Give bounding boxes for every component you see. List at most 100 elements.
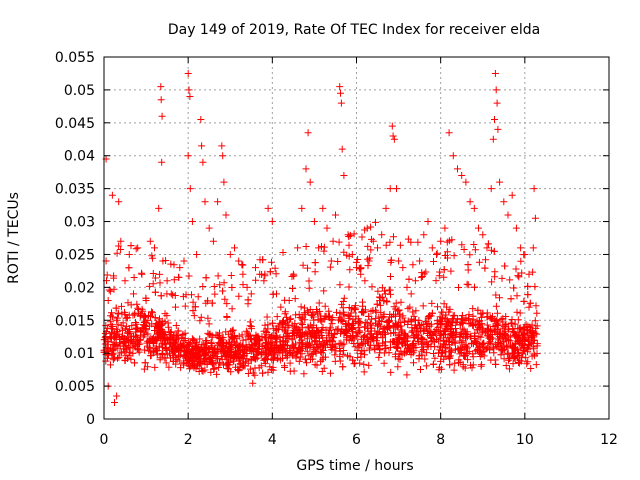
data-point: [146, 237, 154, 245]
data-point: [197, 116, 205, 123]
band-point: [492, 317, 500, 325]
band-point: [388, 313, 395, 321]
band-point: [279, 249, 287, 256]
band-point: [223, 359, 231, 367]
band-point: [377, 308, 385, 316]
data-point: [337, 89, 344, 97]
band-point: [281, 328, 289, 336]
band-point: [148, 308, 156, 316]
band-point: [377, 294, 385, 302]
band-point: [186, 357, 194, 365]
band-point: [202, 344, 210, 352]
band-point: [235, 366, 243, 374]
x-tick-label: 8: [436, 432, 445, 448]
band-point: [440, 273, 448, 281]
band-point: [470, 335, 478, 342]
band-point: [214, 355, 221, 363]
data-point: [445, 129, 453, 137]
data-point: [157, 96, 165, 104]
band-point: [290, 332, 298, 340]
band-point: [422, 362, 430, 370]
band-point: [228, 327, 236, 335]
data-point: [167, 290, 175, 298]
band-point: [149, 280, 157, 288]
band-point: [145, 282, 153, 290]
band-point: [281, 362, 288, 370]
band-point: [464, 261, 472, 269]
band-point: [380, 359, 388, 367]
band-point: [332, 347, 340, 355]
band-point: [266, 347, 274, 355]
band-point: [410, 312, 418, 320]
band-point: [279, 337, 287, 345]
band-point: [460, 326, 468, 334]
band-point: [519, 350, 527, 358]
band-point: [348, 326, 356, 333]
band-point: [368, 283, 376, 291]
data-point: [319, 204, 327, 212]
band-point: [308, 350, 316, 358]
band-point: [327, 344, 335, 351]
band-point: [450, 252, 458, 260]
band-point: [114, 321, 122, 329]
band-point: [169, 357, 177, 365]
band-point: [392, 299, 400, 307]
band-point: [127, 355, 135, 363]
band-point: [306, 339, 313, 347]
band-point: [296, 338, 304, 346]
band-point: [127, 242, 135, 250]
band-point: [520, 297, 528, 305]
band-point: [525, 303, 533, 311]
band-point: [462, 316, 470, 324]
band-point: [334, 258, 342, 265]
band-point: [243, 350, 251, 357]
band-point: [241, 362, 249, 370]
band-point: [473, 317, 481, 325]
band-point: [417, 366, 424, 373]
band-point: [134, 325, 142, 333]
band-point: [401, 318, 408, 326]
band-point: [525, 336, 533, 344]
band-point: [358, 233, 366, 241]
band-point: [399, 340, 406, 348]
data-point: [340, 172, 348, 179]
data-point: [185, 86, 193, 94]
band-point: [358, 347, 366, 355]
band-point: [526, 299, 534, 307]
band-point: [414, 338, 422, 346]
band-point: [158, 317, 166, 325]
band-point: [164, 323, 172, 331]
band-point: [461, 329, 469, 337]
band-point: [163, 333, 171, 341]
band-point: [181, 353, 189, 361]
data-point: [158, 158, 166, 166]
band-point: [517, 328, 525, 336]
data-point: [332, 211, 339, 219]
band-point: [440, 266, 448, 274]
y-tick-label: 0.035: [55, 182, 95, 198]
band-point: [448, 338, 456, 346]
band-point: [244, 296, 252, 304]
data-point: [285, 297, 293, 304]
data-point: [111, 399, 118, 406]
band-point: [419, 346, 427, 354]
band-point: [207, 368, 215, 376]
band-point: [476, 347, 484, 355]
data-point: [298, 204, 306, 212]
band-point: [360, 360, 368, 368]
band-point: [121, 335, 129, 342]
band-point: [343, 328, 350, 336]
band-point: [196, 317, 204, 325]
band-point: [359, 309, 367, 317]
band-point: [459, 337, 467, 345]
band-point: [268, 258, 275, 266]
band-point: [151, 288, 159, 296]
band-point: [188, 291, 195, 299]
band-point: [414, 238, 422, 246]
band-point: [418, 334, 426, 342]
band-point: [364, 255, 372, 263]
band-point: [262, 327, 270, 335]
band-point: [252, 276, 260, 284]
band-point: [356, 341, 364, 349]
